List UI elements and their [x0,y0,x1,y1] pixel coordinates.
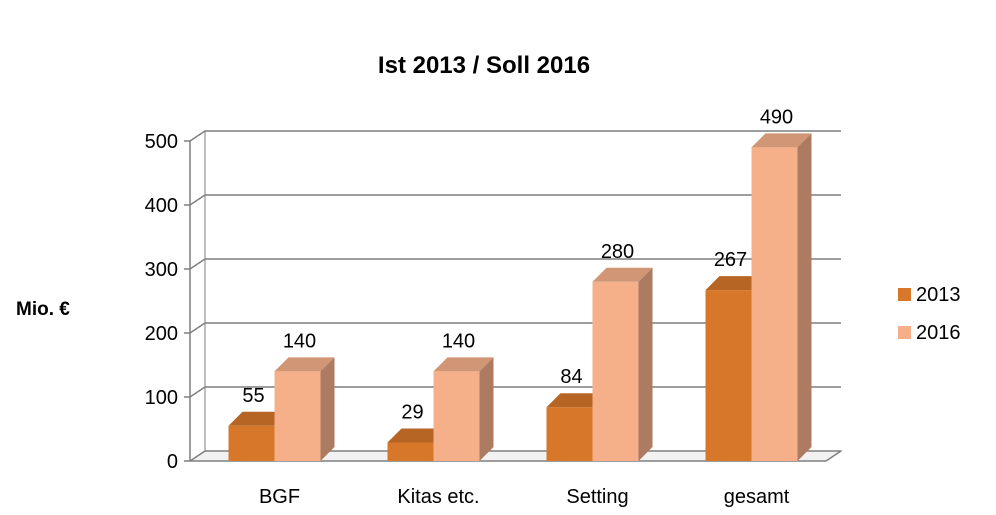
bar-front [751,147,798,461]
legend-label: 2013 [916,284,961,306]
x-tick-label: Kitas etc. [397,486,479,508]
gridline [189,130,841,142]
bar-top [274,357,335,372]
bar-front [546,407,593,461]
side-wall [189,130,206,462]
bar-front [387,442,434,461]
data-label: 140 [442,330,475,352]
y-tick-label: 400 [145,195,178,217]
bar-front [433,371,480,461]
bar-2016 [433,357,494,461]
x-axis-depth [825,450,842,462]
bar-top [387,428,448,443]
y-tick-label: 0 [167,451,178,473]
x-tick-label: BGF [259,486,300,508]
data-label: 280 [601,241,634,263]
bar-side [638,267,653,461]
data-label: 140 [283,330,316,352]
x-tick-label: gesamt [724,486,790,508]
data-label: 29 [401,401,423,423]
bars [228,133,812,461]
y-axis-label: Mio. € [16,299,70,320]
legend-swatch [898,288,911,301]
bar-front [274,371,321,461]
y-tick-labels: 0 100 200 300 400 500 [145,131,178,473]
bar-top [228,411,289,426]
bar-front [228,425,275,461]
y-tick-label: 500 [145,131,178,153]
plot-walls [188,130,843,462]
bar-top [433,357,494,372]
legend-label: 2016 [916,322,961,344]
data-label: 55 [242,385,264,407]
bar-top [751,133,812,148]
data-label: 267 [714,249,747,271]
bar-top [546,393,607,408]
gridline [189,258,841,270]
bar-2016 [751,133,812,461]
y-tick-label: 200 [145,323,178,345]
bar-2016 [592,267,653,461]
bar-2016 [274,357,335,461]
legend: 2013 2016 [898,284,961,344]
x-tick-label: Setting [566,486,628,508]
bar-side [479,357,494,461]
bar-top [705,276,766,291]
legend-swatch [898,326,911,339]
gridline [189,194,841,206]
bar-side [320,357,335,461]
data-label: 490 [760,106,793,128]
chart-title: Ist 2013 / Soll 2016 [378,52,590,79]
y-tick-label: 300 [145,259,178,281]
data-label: 84 [560,366,582,388]
back-wall [205,131,841,451]
y-tick-label: 100 [145,387,178,409]
bar-front [705,290,752,461]
bar-top [592,267,653,282]
data-labels: 55 140 29 140 84 280 267 490 [242,106,793,423]
bar-front [592,281,639,461]
bar-side [797,133,812,461]
x-tick-labels: BGF Kitas etc. Setting gesamt [259,486,790,508]
